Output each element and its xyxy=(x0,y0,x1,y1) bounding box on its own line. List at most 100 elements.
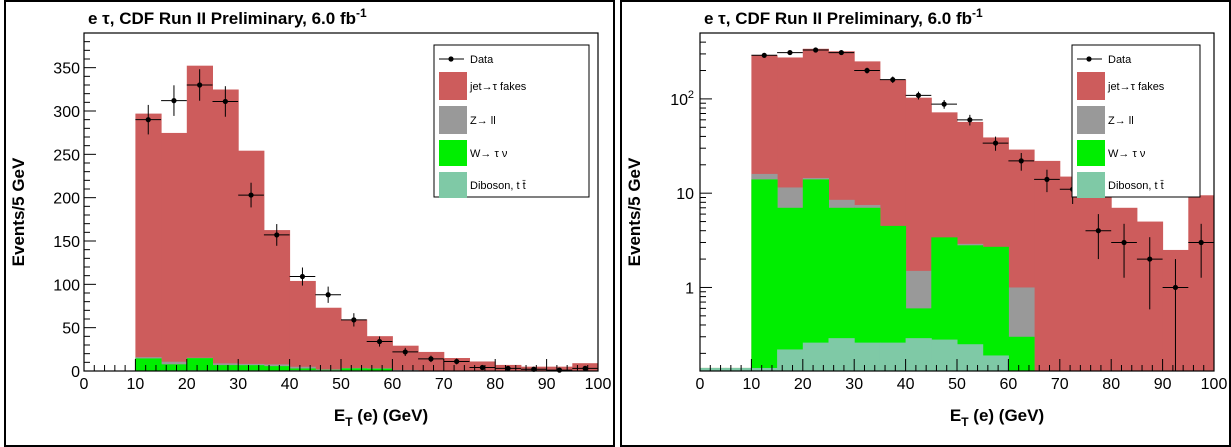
data-point xyxy=(392,347,419,356)
data-point xyxy=(238,182,264,208)
bar-dibosontt xyxy=(700,367,727,371)
x-tick-label: 30 xyxy=(845,376,863,393)
chart-title: e τ, CDF Run II Preliminary, 6.0 fb-1 xyxy=(704,6,983,28)
y-tick-label: 300 xyxy=(53,104,80,121)
data-point xyxy=(263,224,290,246)
bar-w xyxy=(289,368,316,371)
y-axis-label: Events/5 GeV xyxy=(625,157,644,266)
data-point xyxy=(443,358,470,365)
data-point xyxy=(1008,152,1035,171)
legend-label: Diboson, t t̄ xyxy=(470,180,526,192)
data-marker xyxy=(1044,176,1050,183)
data-marker xyxy=(248,192,254,198)
x-tick-label: 10 xyxy=(127,376,145,393)
legend-label: W→ τ ν xyxy=(470,148,508,160)
data-point xyxy=(828,49,855,56)
data-point xyxy=(777,49,803,56)
legend-label: Data xyxy=(470,54,494,66)
x-tick-label: 60 xyxy=(1000,376,1018,393)
data-marker xyxy=(915,92,922,98)
y-tick-label: 250 xyxy=(53,147,80,164)
data-point xyxy=(751,52,778,58)
bar-dibosontt xyxy=(828,338,855,371)
x-tick-label: 90 xyxy=(1154,376,1172,393)
chart-log: e τ, CDF Run II Preliminary, 6.0 fb-1 0 10… xyxy=(620,0,1231,447)
data-marker xyxy=(967,117,973,123)
y-tick-exponent: 2 xyxy=(688,89,694,101)
x-tick-label: 100 xyxy=(585,376,612,393)
legend-label: jet→τ fakes xyxy=(469,81,527,93)
bar-dibosontt xyxy=(802,342,829,371)
bar-w xyxy=(135,358,162,371)
bar-dibosontt xyxy=(725,367,752,371)
data-point xyxy=(135,104,162,135)
y-tick-label: 10 xyxy=(676,186,694,203)
y-tick-label: 100 xyxy=(53,277,80,294)
x-axis-label: ET (e) (GeV) xyxy=(950,406,1044,429)
x-tick-label: 0 xyxy=(80,376,89,393)
y-tick-label: 50 xyxy=(62,321,80,338)
legend-swatch xyxy=(1077,72,1105,100)
bar-jetfakes xyxy=(161,132,188,371)
legend-data-marker xyxy=(448,56,454,62)
data-marker xyxy=(838,49,844,56)
data-point xyxy=(1111,223,1137,278)
data-point xyxy=(854,67,880,74)
data-point xyxy=(495,365,521,371)
legend-swatch xyxy=(1077,172,1105,198)
bar-jetfakes xyxy=(186,65,213,371)
x-tick-label: 20 xyxy=(794,376,812,393)
data-marker xyxy=(479,364,485,371)
x-tick-label: 30 xyxy=(229,376,247,393)
bar-w xyxy=(802,179,829,371)
bar-w xyxy=(341,368,368,371)
data-marker xyxy=(787,49,793,56)
x-tick-label: 40 xyxy=(897,376,915,393)
bar-dibosontt xyxy=(777,349,804,371)
data-marker xyxy=(351,317,357,323)
bar-w xyxy=(751,179,778,371)
legend-swatch xyxy=(439,140,467,166)
data-marker xyxy=(1095,228,1101,234)
bar-w xyxy=(161,364,188,371)
legend-swatch xyxy=(439,172,467,198)
data-marker xyxy=(454,358,460,365)
data-marker xyxy=(222,98,228,105)
bar-w xyxy=(366,368,393,371)
data-point xyxy=(289,267,316,286)
data-marker xyxy=(864,67,870,74)
legend-label: Z→ ll xyxy=(470,115,496,127)
bar-dibosontt xyxy=(854,342,881,371)
data-marker xyxy=(1018,158,1024,164)
data-point xyxy=(1085,214,1112,260)
data-point xyxy=(905,91,932,100)
data-point xyxy=(572,365,598,371)
bar-jetfakes xyxy=(1188,195,1215,371)
legend-label: Diboson, t t̄ xyxy=(1108,180,1164,192)
data-point xyxy=(957,114,983,126)
data-point xyxy=(212,86,239,117)
x-axis-label: ET (e) (GeV) xyxy=(334,406,428,429)
bar-jetfakes xyxy=(341,319,368,371)
bar-w xyxy=(1008,336,1035,371)
legend-label: Z→ ll xyxy=(1108,115,1134,127)
data-point xyxy=(1162,259,1189,371)
legend-label: Data xyxy=(1108,54,1132,66)
data-point xyxy=(802,47,829,53)
x-tick-label: 100 xyxy=(1201,376,1228,393)
y-axis-label: Events/5 GeV xyxy=(9,157,28,266)
bar-w xyxy=(212,365,239,371)
legend-swatch xyxy=(1077,140,1105,166)
x-tick-label: 80 xyxy=(486,376,504,393)
data-marker xyxy=(325,292,331,298)
data-marker xyxy=(1198,239,1204,246)
legend-swatch xyxy=(439,106,467,134)
y-tick-label: 200 xyxy=(53,191,80,208)
data-marker xyxy=(1121,239,1127,246)
data-marker xyxy=(428,356,434,362)
bar-dibosontt xyxy=(905,338,932,371)
legend-swatch xyxy=(1077,106,1105,134)
data-point xyxy=(879,76,906,84)
data-marker xyxy=(761,52,767,58)
